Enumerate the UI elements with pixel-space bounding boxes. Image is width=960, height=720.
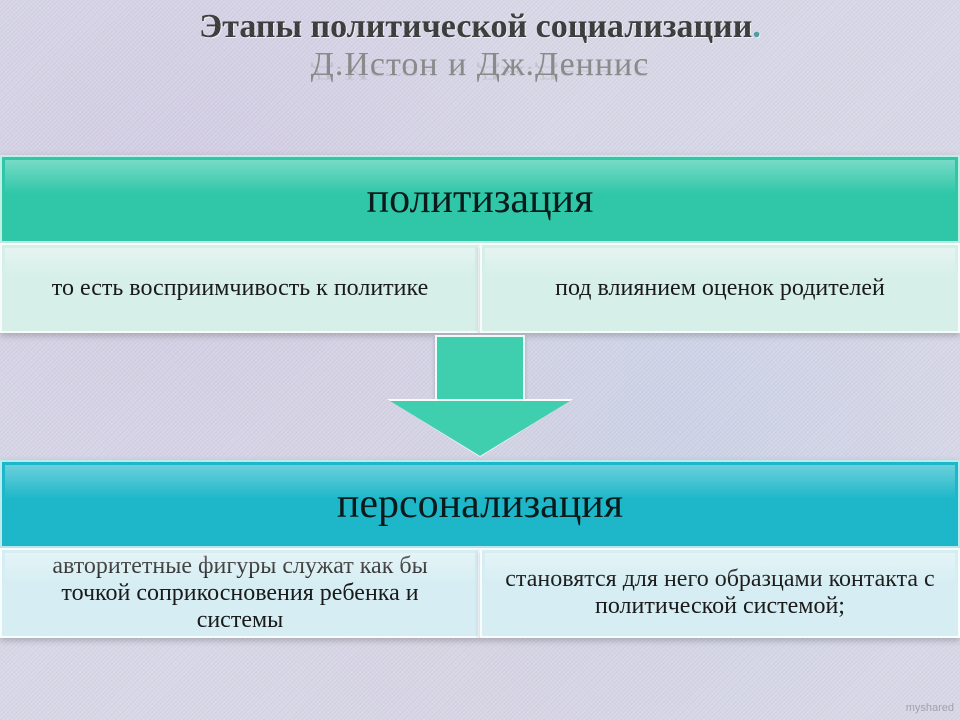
down-arrow-icon <box>390 335 570 455</box>
title-main-text: Этапы политической социализации <box>199 8 752 45</box>
title-line1: Этапы политической социализации. <box>0 8 960 46</box>
stage2-left-cell: авторитетные фигуры служат как бы точкой… <box>0 548 480 638</box>
arrow-head <box>390 401 570 456</box>
stage-politization: политизация то есть восприимчивость к по… <box>0 155 960 333</box>
title-line2: Д.Истон и Дж.Деннис <box>0 46 960 84</box>
stage1-subrow: то есть восприимчивость к политике под в… <box>0 243 960 333</box>
stage-personalization: персонализация авторитетные фигуры служа… <box>0 460 960 638</box>
page-title: Этапы политической социализации. Д.Истон… <box>0 0 960 84</box>
stage1-header: политизация <box>0 155 960 243</box>
stage1-right-cell: под влиянием оценок родителей <box>480 243 960 333</box>
watermark: myshared <box>906 702 954 714</box>
stage1-left-cell: то есть восприимчивость к политике <box>0 243 480 333</box>
title-dot: . <box>752 8 761 45</box>
stage2-subrow: авторитетные фигуры служат как бы точкой… <box>0 548 960 638</box>
stage2-header: персонализация <box>0 460 960 548</box>
stage2-right-cell: становятся для него образцами контакта с… <box>480 548 960 638</box>
arrow-stem <box>435 335 525 403</box>
